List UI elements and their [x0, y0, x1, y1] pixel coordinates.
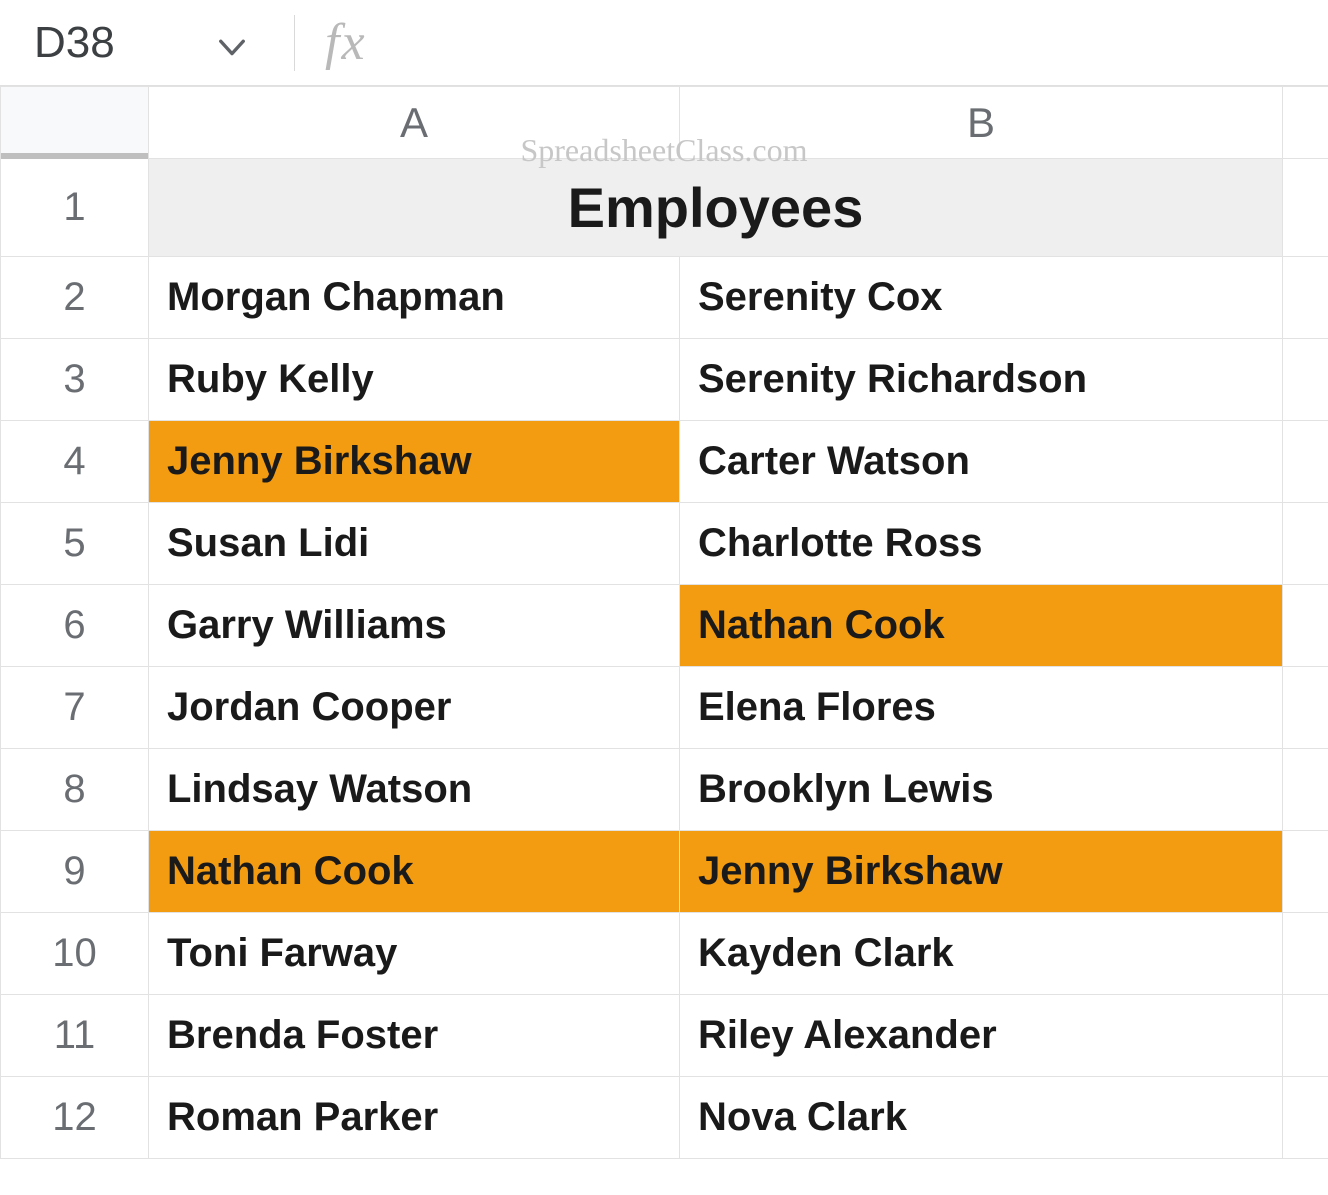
row-header[interactable]: 11 [1, 995, 149, 1077]
cell-col-b[interactable]: Serenity Cox [680, 257, 1283, 339]
table-title-cell[interactable]: Employees [149, 159, 1283, 257]
name-box-value: D38 [34, 18, 127, 68]
cell-col-a[interactable]: Jenny Birkshaw [149, 421, 680, 503]
cell-empty[interactable] [1283, 1077, 1328, 1159]
cell-empty[interactable] [1283, 159, 1328, 257]
cell-col-b[interactable]: Serenity Richardson [680, 339, 1283, 421]
cell-col-b[interactable]: Jenny Birkshaw [680, 831, 1283, 913]
cell-col-b[interactable]: Charlotte Ross [680, 503, 1283, 585]
cell-empty[interactable] [1283, 749, 1328, 831]
cell-col-a[interactable]: Morgan Chapman [149, 257, 680, 339]
cell-col-a[interactable]: Nathan Cook [149, 831, 680, 913]
cell-col-a[interactable]: Roman Parker [149, 1077, 680, 1159]
chevron-down-icon[interactable] [218, 18, 246, 68]
cell-empty[interactable] [1283, 503, 1328, 585]
row-header[interactable]: 2 [1, 257, 149, 339]
table-row: 1 Employees [1, 159, 1328, 257]
row-header[interactable]: 9 [1, 831, 149, 913]
fx-icon: fx [325, 13, 367, 72]
cell-col-b[interactable]: Brooklyn Lewis [680, 749, 1283, 831]
cell-empty[interactable] [1283, 831, 1328, 913]
table-row: 11Brenda FosterRiley Alexander [1, 995, 1328, 1077]
divider [294, 15, 295, 71]
grid-table: A B 1 Employees 2Morgan ChapmanSerenity … [0, 86, 1328, 1159]
cell-col-a[interactable]: Garry Williams [149, 585, 680, 667]
table-row: 8Lindsay WatsonBrooklyn Lewis [1, 749, 1328, 831]
cell-col-a[interactable]: Lindsay Watson [149, 749, 680, 831]
cell-empty[interactable] [1283, 667, 1328, 749]
cell-empty[interactable] [1283, 585, 1328, 667]
row-header[interactable]: 8 [1, 749, 149, 831]
row-header[interactable]: 3 [1, 339, 149, 421]
table-row: 4Jenny BirkshawCarter Watson [1, 421, 1328, 503]
cell-col-a[interactable]: Brenda Foster [149, 995, 680, 1077]
name-box[interactable]: D38 [34, 18, 264, 68]
cell-col-b[interactable]: Riley Alexander [680, 995, 1283, 1077]
column-header-c[interactable] [1283, 87, 1328, 159]
table-row: 5Susan LidiCharlotte Ross [1, 503, 1328, 585]
formula-input[interactable] [367, 0, 1328, 85]
row-header[interactable]: 4 [1, 421, 149, 503]
table-row: 9Nathan CookJenny Birkshaw [1, 831, 1328, 913]
table-row: 12Roman ParkerNova Clark [1, 1077, 1328, 1159]
cell-col-a[interactable]: Ruby Kelly [149, 339, 680, 421]
row-header[interactable]: 7 [1, 667, 149, 749]
column-header-row: A B [1, 87, 1328, 159]
cell-empty[interactable] [1283, 995, 1328, 1077]
cell-col-a[interactable]: Toni Farway [149, 913, 680, 995]
row-header[interactable]: 10 [1, 913, 149, 995]
cell-col-a[interactable]: Jordan Cooper [149, 667, 680, 749]
spreadsheet-grid: SpreadsheetClass.com A B 1 Employees 2Mo… [0, 86, 1328, 1159]
select-all-corner[interactable] [1, 87, 149, 159]
row-header[interactable]: 5 [1, 503, 149, 585]
cell-col-b[interactable]: Kayden Clark [680, 913, 1283, 995]
cell-col-b[interactable]: Nathan Cook [680, 585, 1283, 667]
table-row: 6Garry WilliamsNathan Cook [1, 585, 1328, 667]
cell-empty[interactable] [1283, 257, 1328, 339]
row-header[interactable]: 6 [1, 585, 149, 667]
table-row: 7Jordan CooperElena Flores [1, 667, 1328, 749]
table-row: 3Ruby KellySerenity Richardson [1, 339, 1328, 421]
cell-empty[interactable] [1283, 339, 1328, 421]
row-header[interactable]: 1 [1, 159, 149, 257]
cell-col-a[interactable]: Susan Lidi [149, 503, 680, 585]
cell-col-b[interactable]: Elena Flores [680, 667, 1283, 749]
column-header-b[interactable]: B [680, 87, 1283, 159]
cell-empty[interactable] [1283, 913, 1328, 995]
formula-bar-region: D38 fx [0, 0, 1328, 86]
cell-col-b[interactable]: Nova Clark [680, 1077, 1283, 1159]
cell-col-b[interactable]: Carter Watson [680, 421, 1283, 503]
table-row: 10Toni FarwayKayden Clark [1, 913, 1328, 995]
column-header-a[interactable]: A [149, 87, 680, 159]
row-header[interactable]: 12 [1, 1077, 149, 1159]
table-row: 2Morgan ChapmanSerenity Cox [1, 257, 1328, 339]
cell-empty[interactable] [1283, 421, 1328, 503]
